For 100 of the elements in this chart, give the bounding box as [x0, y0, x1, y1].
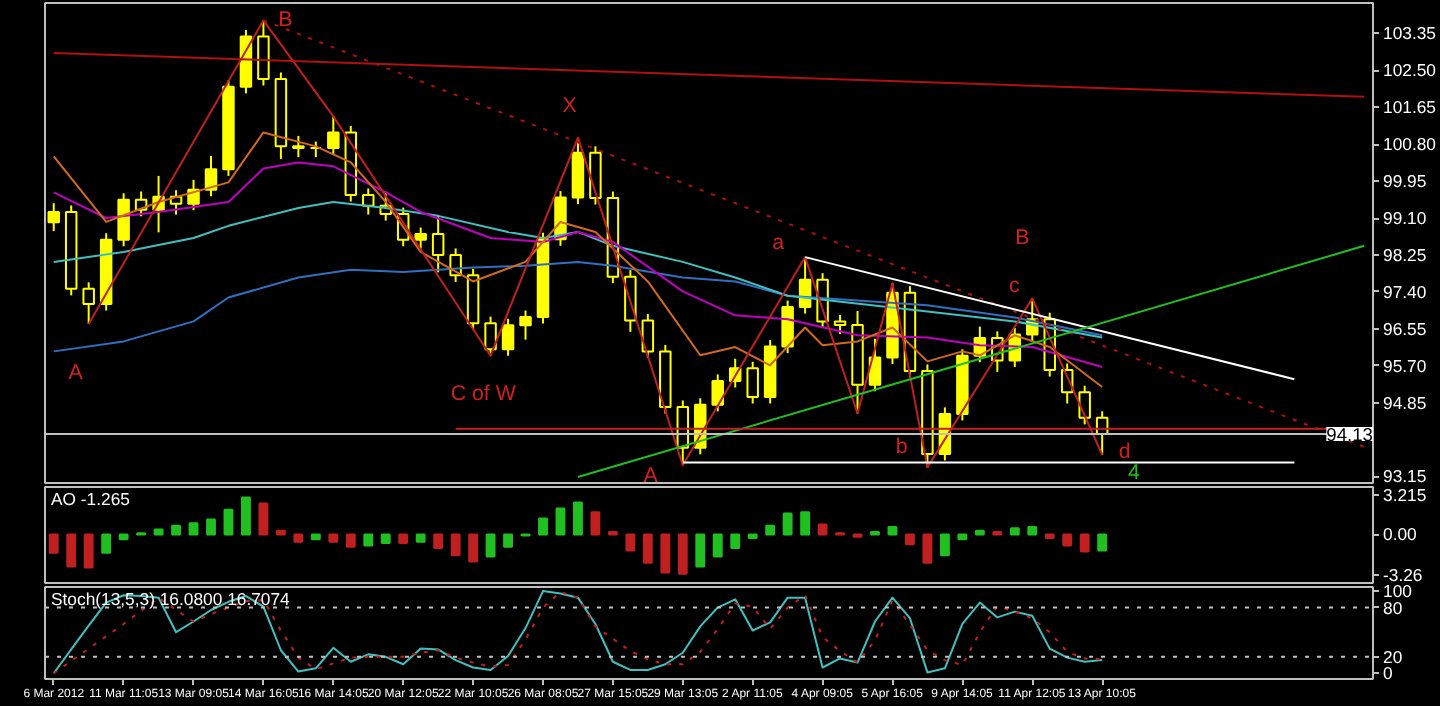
bar — [48, 533, 59, 554]
candlestick — [781, 299, 794, 355]
bar — [153, 528, 164, 536]
annotation: c — [1009, 274, 1022, 299]
candlestick — [501, 317, 515, 357]
y-tick-label: 96.55 — [1383, 318, 1427, 339]
candlestick — [117, 192, 130, 248]
y-tick-label: -3.26 — [1383, 564, 1423, 585]
line-series — [52, 200, 1104, 339]
candlestick — [292, 134, 305, 159]
bar — [887, 526, 898, 536]
bar — [101, 533, 112, 554]
bar — [293, 533, 304, 543]
y-tick-label: 100.80 — [1383, 134, 1437, 155]
bar — [538, 517, 548, 536]
annotation: 4 — [1128, 461, 1141, 485]
candlestick — [746, 360, 759, 405]
annotation: A — [68, 360, 85, 385]
annotation: B — [1015, 226, 1030, 251]
candlestick — [204, 154, 218, 198]
bar — [939, 533, 950, 557]
bar — [817, 523, 828, 536]
bar — [398, 533, 409, 544]
candlestick — [519, 309, 532, 341]
bar — [1097, 533, 1108, 552]
bar — [677, 533, 688, 575]
bar — [171, 524, 181, 536]
bar — [1079, 533, 1090, 553]
y-tick-label: 99.95 — [1383, 171, 1427, 192]
candlestick — [466, 267, 480, 331]
bar — [905, 533, 915, 546]
ref-line-label: 94.13 — [1326, 424, 1373, 445]
bar — [555, 507, 566, 536]
bar — [730, 533, 741, 549]
chart-title: AO -1.265 — [51, 489, 131, 509]
y-tick-label: 95.70 — [1383, 355, 1427, 376]
y-tick-label: 20 — [1383, 646, 1403, 667]
y-tick-label: 103.35 — [1383, 23, 1437, 44]
candlestick — [47, 202, 60, 233]
candlestick — [414, 226, 427, 250]
line-series — [52, 590, 1104, 675]
y-tick-label: 94.85 — [1383, 392, 1427, 413]
bar — [485, 533, 496, 558]
bar — [118, 533, 129, 541]
bar — [328, 533, 339, 543]
bar — [503, 533, 513, 548]
bar — [66, 533, 77, 568]
bar — [206, 518, 216, 536]
annotation: C of W — [450, 382, 518, 407]
bar — [782, 512, 793, 536]
bar — [188, 522, 199, 536]
bar — [957, 533, 968, 541]
candlestick — [327, 115, 340, 156]
y-tick-label: 93.15 — [1383, 466, 1427, 487]
annotation: A — [643, 463, 660, 488]
y-tick-label: 0.00 — [1383, 524, 1418, 545]
bar — [450, 533, 461, 557]
bar — [800, 511, 811, 536]
bar — [642, 533, 653, 564]
candlestick — [362, 187, 375, 216]
candlestick — [833, 313, 847, 335]
candlestick — [1078, 384, 1091, 426]
bar — [433, 533, 444, 549]
annotation: X — [562, 94, 577, 119]
bar — [660, 533, 671, 574]
candlestick — [257, 19, 270, 87]
y-tick-label: 99.10 — [1383, 208, 1427, 229]
bar — [468, 533, 479, 563]
y-tick-label: 0 — [1383, 663, 1393, 684]
annotation: b — [895, 435, 908, 459]
annotation: d — [1118, 439, 1131, 464]
bar — [765, 524, 776, 536]
annotation: a — [772, 231, 785, 255]
bar — [223, 508, 234, 536]
bar — [241, 496, 251, 536]
y-tick-label: 102.50 — [1383, 60, 1437, 81]
bar — [590, 511, 601, 536]
y-tick-label: 80 — [1383, 597, 1403, 618]
bar — [1062, 533, 1073, 547]
y-tick-label: 100 — [1383, 581, 1413, 602]
candlestick — [711, 373, 724, 413]
bar — [380, 533, 391, 544]
bar — [1009, 527, 1020, 536]
bar — [712, 533, 723, 558]
bar — [345, 533, 356, 548]
bar — [922, 533, 933, 564]
bar — [310, 533, 321, 541]
y-tick-label: 97.40 — [1383, 281, 1427, 302]
line-series — [52, 260, 1104, 353]
annotation: B — [278, 7, 293, 32]
bar — [258, 502, 269, 536]
candlestick — [868, 337, 882, 393]
y-tick-label: 101.65 — [1383, 97, 1437, 118]
bar — [363, 533, 374, 547]
line-series — [52, 131, 1104, 388]
candlestick — [484, 315, 497, 357]
candlestick — [82, 281, 95, 326]
bar — [415, 533, 426, 543]
bar — [695, 533, 706, 568]
y-tick-label: 3.215 — [1383, 484, 1427, 505]
